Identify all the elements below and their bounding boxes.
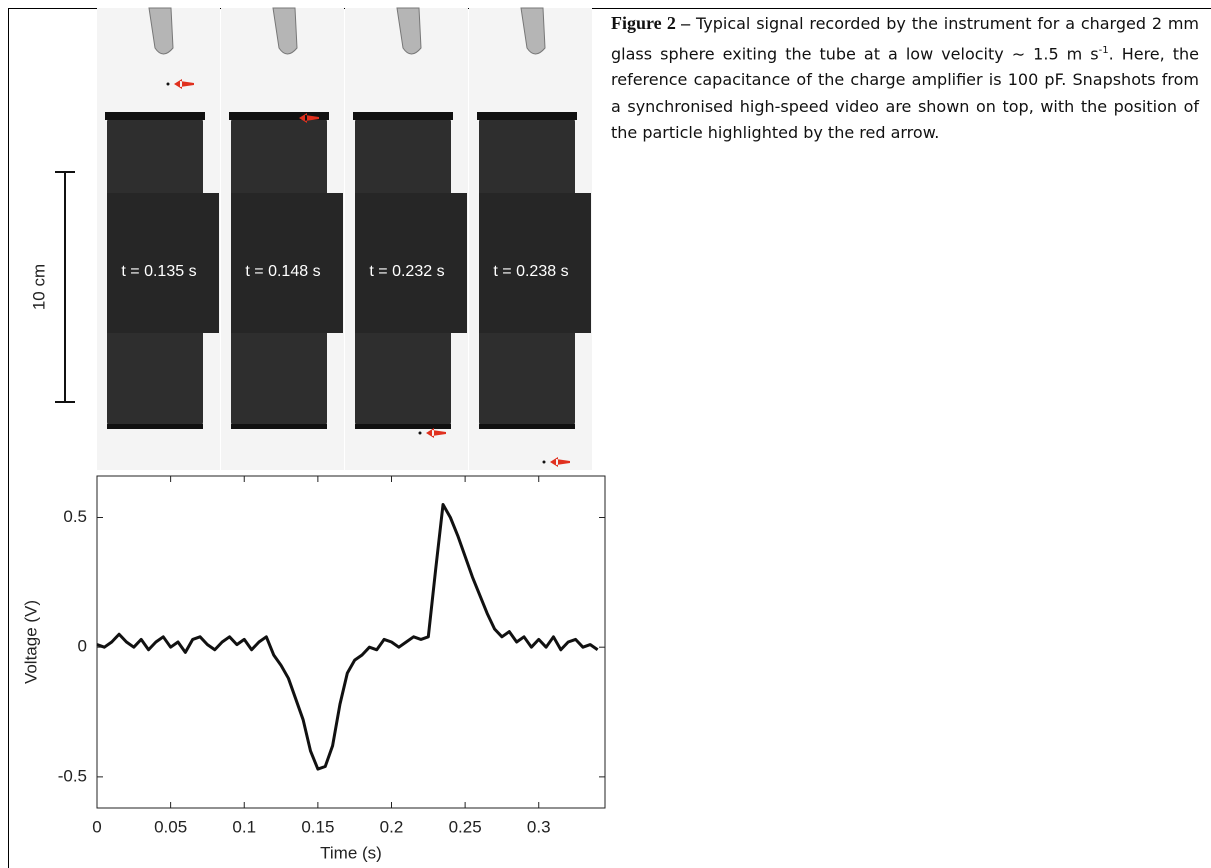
snapshot-label: t = 0.135 s [121,263,196,280]
plot-area [96,475,606,809]
nozzle [148,7,174,55]
nozzle [396,7,422,55]
tube-base [107,424,203,429]
x-tick-label: 0 [92,817,101,836]
red-arrow [550,457,570,467]
particle [291,116,295,120]
particle [418,431,422,435]
nozzle [520,7,546,55]
y-tick-label: 0.5 [63,507,87,526]
x-tick-label: 0.3 [527,817,551,836]
figure-frame [8,8,1211,868]
red-arrow [174,79,194,89]
particle [166,82,170,86]
tube-collar [107,193,219,333]
red-arrow [299,113,319,123]
scale-label: 10 cm [29,264,48,310]
x-tick-label: 0.2 [380,817,404,836]
nozzle [272,7,298,55]
tube-rim [105,112,205,120]
tube-base [355,424,451,429]
x-tick-label: 0.15 [301,817,334,836]
tube-collar [355,193,467,333]
tube-rim [229,112,329,120]
red-arrow [426,428,446,438]
snapshot-label: t = 0.148 s [245,263,320,280]
x-axis-label: Time (s) [320,843,382,862]
caption-text: Typical signal recorded by the instrumen… [611,14,1199,63]
snapshot-label: t = 0.238 s [493,263,568,280]
signal-line [96,503,599,771]
x-tick-label: 0.25 [449,817,482,836]
caption-label: Figure 2 – [611,13,691,33]
tube-collar [231,193,343,333]
caption: Figure 2 – Typical signal recorded by th… [611,10,1199,147]
tube-base [231,424,327,429]
tube-rim [353,112,453,120]
y-tick-label: -0.5 [58,766,87,785]
y-tick-label: 0 [78,637,87,656]
tube-rim [477,112,577,120]
y-axis-label: Voltage (V) [21,600,40,684]
caption-text: . Here, the reference capacitance of the… [611,43,1200,143]
snapshot-label: t = 0.232 s [369,263,444,280]
particle [542,460,546,464]
caption-superscript: -1 [1098,44,1109,56]
tube-collar [479,193,591,333]
x-tick-label: 0.1 [232,817,256,836]
tube-base [479,424,575,429]
x-tick-label: 0.05 [154,817,187,836]
